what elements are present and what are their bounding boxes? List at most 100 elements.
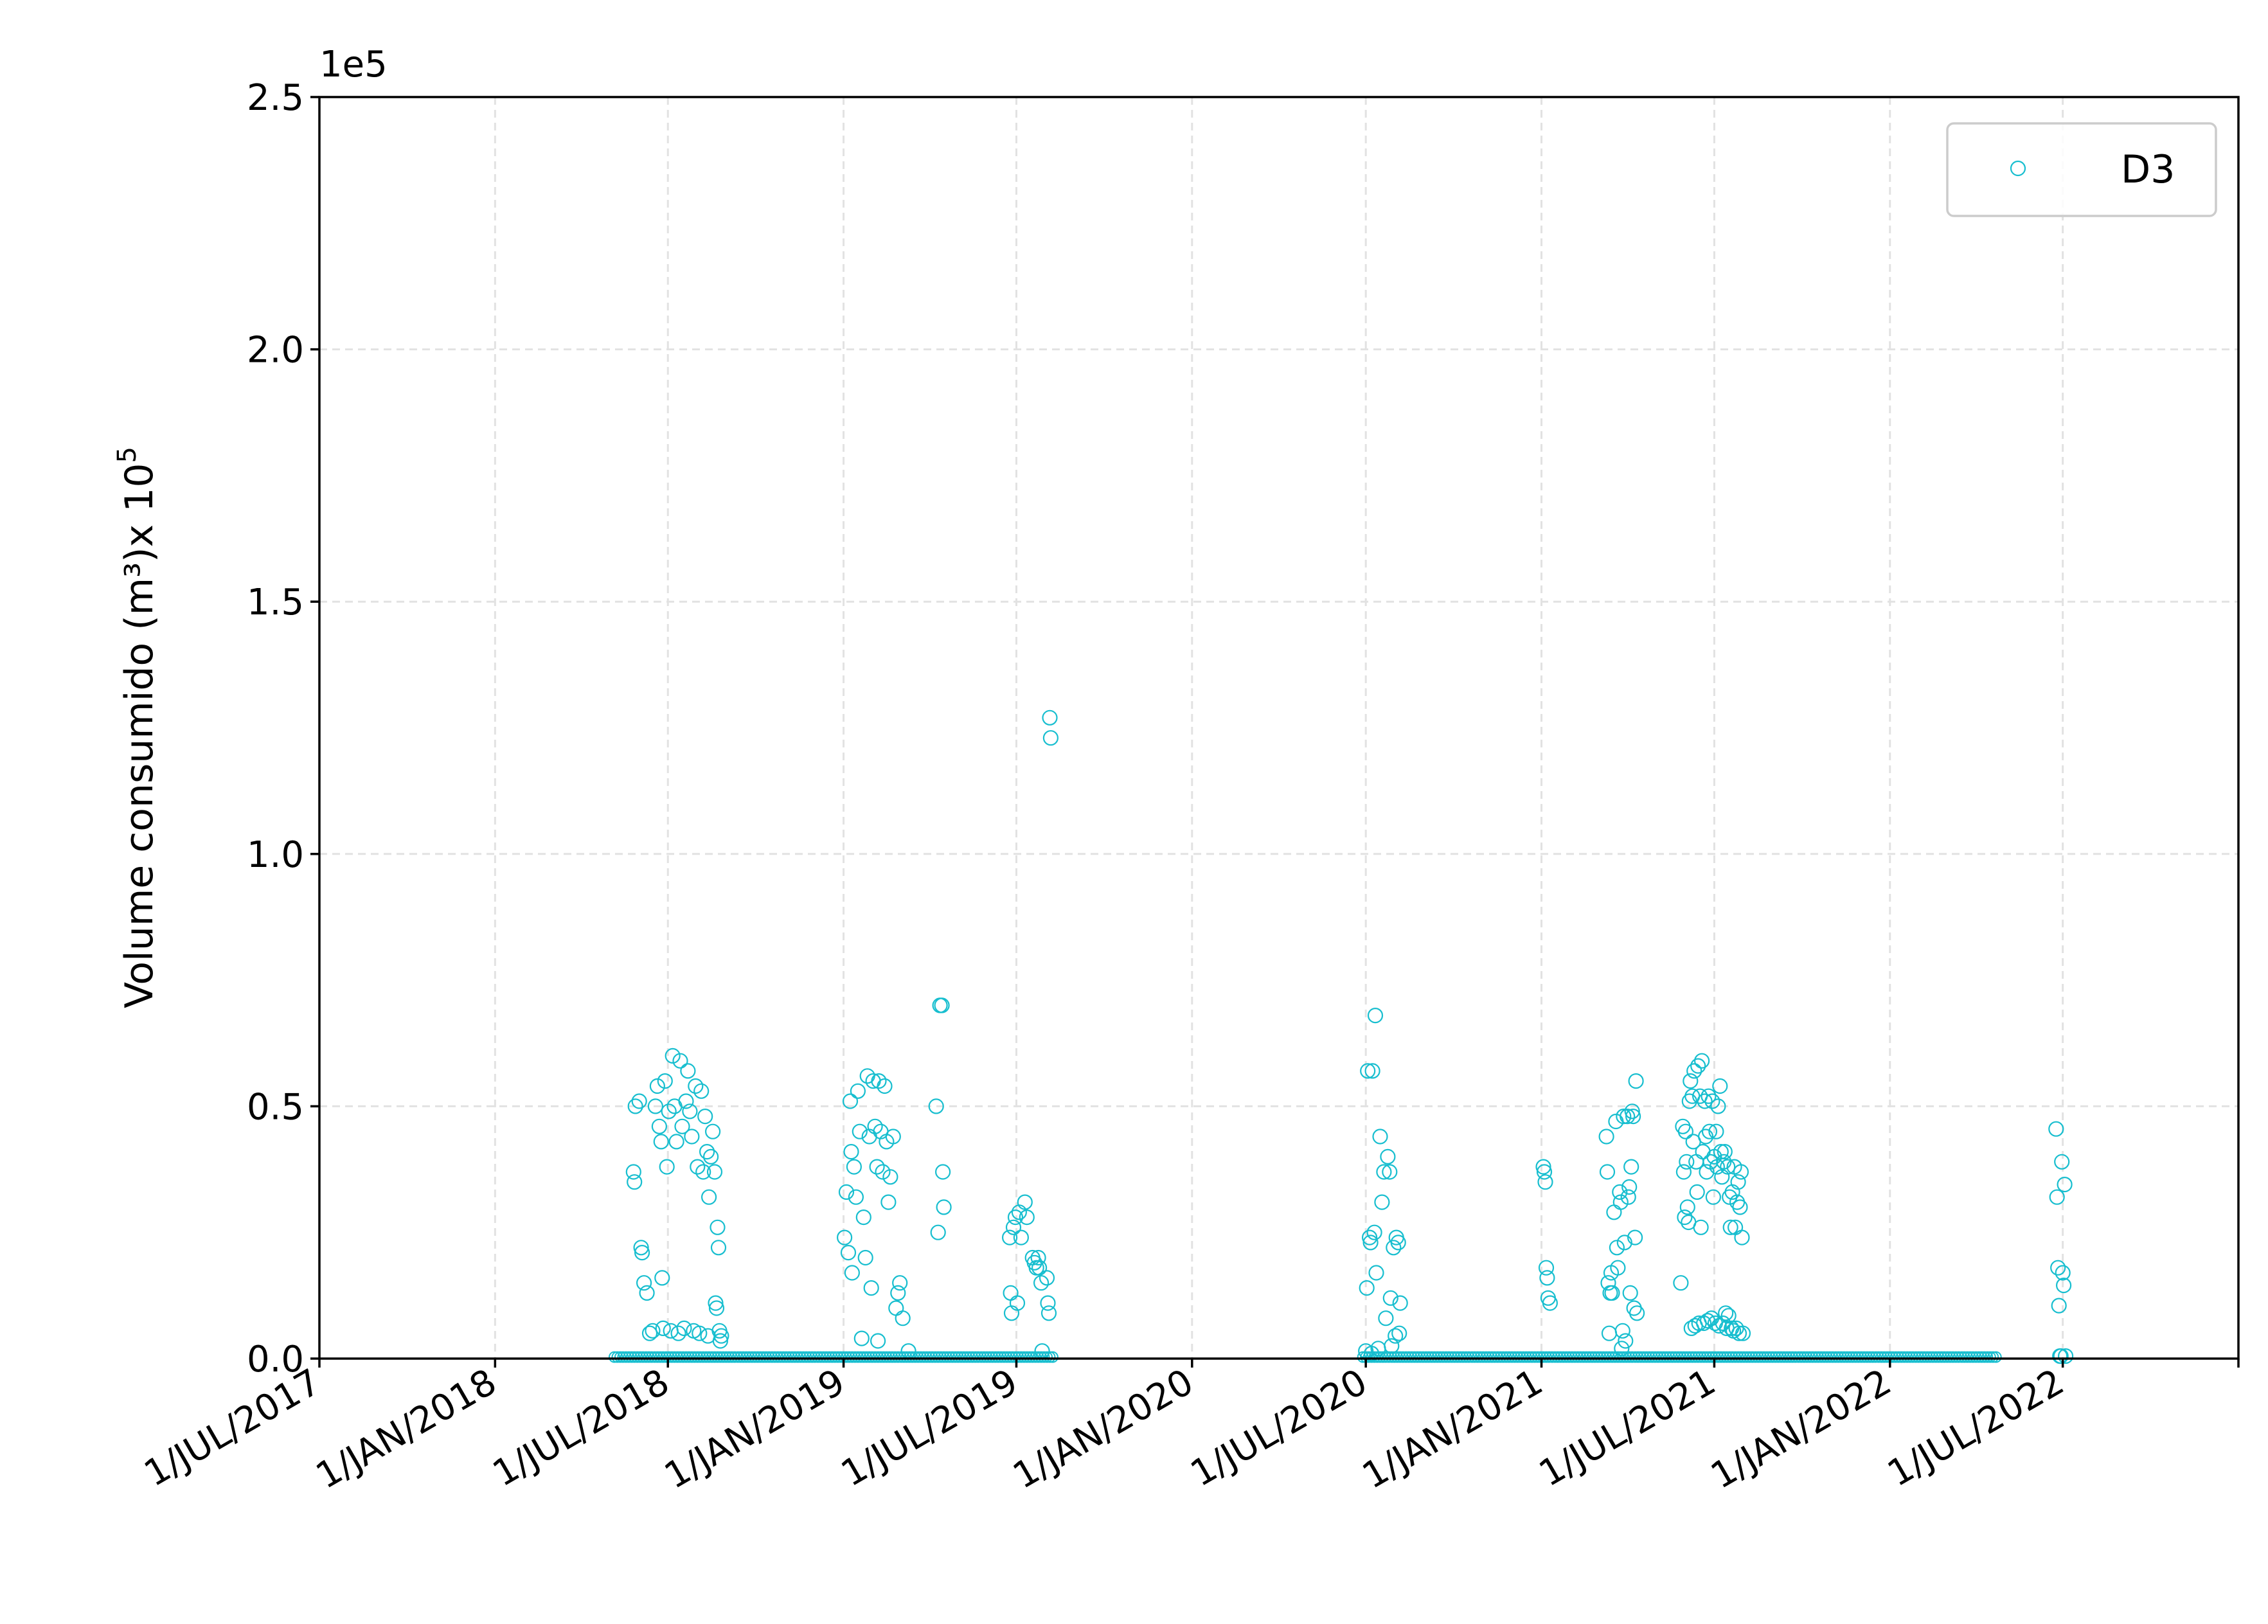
data-point-baseline bbox=[769, 1351, 781, 1363]
data-point-baseline bbox=[1850, 1351, 1862, 1363]
data-point bbox=[1380, 1148, 1396, 1165]
data-point-baseline bbox=[961, 1351, 973, 1363]
data-point-baseline bbox=[1386, 1351, 1398, 1363]
data-point-baseline bbox=[889, 1351, 901, 1363]
data-point-baseline bbox=[1941, 1351, 1953, 1363]
data-point-baseline bbox=[629, 1351, 641, 1363]
data-point-baseline bbox=[872, 1351, 884, 1363]
data-point-baseline bbox=[1792, 1351, 1805, 1363]
data-point bbox=[1013, 1229, 1030, 1245]
y-axis-label: Volume consumido (m³)x 105 bbox=[112, 447, 162, 1008]
y-axis-label-exponent: 5 bbox=[112, 447, 142, 463]
data-point-baseline bbox=[1566, 1351, 1578, 1363]
data-point-baseline bbox=[798, 1351, 810, 1363]
data-point-baseline bbox=[1712, 1351, 1724, 1363]
data-point-baseline bbox=[711, 1351, 724, 1363]
data-point-baseline bbox=[1445, 1351, 1458, 1363]
data-point-baseline bbox=[706, 1351, 718, 1363]
data-point bbox=[682, 1103, 698, 1120]
data-point bbox=[1704, 1093, 1720, 1109]
data-point-baseline bbox=[1397, 1351, 1409, 1363]
data-point bbox=[1374, 1194, 1390, 1210]
data-point-baseline bbox=[640, 1351, 652, 1363]
data-point bbox=[1701, 1088, 1717, 1104]
y-tick-label: 2.5 bbox=[247, 77, 304, 119]
data-point bbox=[1693, 1219, 1709, 1235]
data-point bbox=[1696, 1315, 1712, 1332]
data-point-baseline bbox=[794, 1351, 807, 1363]
data-point-baseline bbox=[651, 1351, 663, 1363]
data-point-baseline bbox=[780, 1351, 792, 1363]
data-point bbox=[843, 1143, 859, 1160]
data-point bbox=[1542, 1295, 1558, 1311]
data-point-baseline bbox=[1394, 1351, 1406, 1363]
plot-frame bbox=[318, 96, 2240, 1360]
data-point-baseline bbox=[1838, 1351, 1850, 1363]
data-point-baseline bbox=[1798, 1351, 1810, 1363]
data-point-baseline bbox=[1440, 1351, 1452, 1363]
data-point-baseline bbox=[1789, 1351, 1801, 1363]
data-point-baseline bbox=[714, 1351, 726, 1363]
data-point-baseline bbox=[883, 1351, 895, 1363]
data-point bbox=[1622, 1285, 1638, 1301]
data-point-baseline bbox=[832, 1351, 844, 1363]
data-point bbox=[1689, 1184, 1705, 1200]
data-point bbox=[2056, 1277, 2072, 1294]
data-point-baseline bbox=[1867, 1351, 1879, 1363]
data-point-baseline bbox=[995, 1351, 1007, 1363]
data-point-baseline bbox=[1952, 1351, 1965, 1363]
data-point-baseline bbox=[1764, 1351, 1776, 1363]
data-point-baseline bbox=[1577, 1351, 1589, 1363]
data-point-baseline bbox=[648, 1351, 661, 1363]
data-point bbox=[1366, 1224, 1382, 1240]
data-point bbox=[680, 1063, 696, 1079]
data-point-baseline bbox=[1643, 1351, 1656, 1363]
data-point bbox=[665, 1048, 681, 1064]
data-point-baseline bbox=[1374, 1351, 1386, 1363]
data-point bbox=[1730, 1174, 1746, 1190]
data-point bbox=[1733, 1164, 1749, 1180]
data-point-baseline bbox=[1411, 1351, 1424, 1363]
data-point-baseline bbox=[660, 1351, 672, 1363]
data-point-baseline bbox=[1761, 1351, 1773, 1363]
data-point-baseline bbox=[1015, 1351, 1027, 1363]
data-point-baseline bbox=[1429, 1351, 1441, 1363]
data-point-baseline bbox=[729, 1351, 741, 1363]
data-point bbox=[1683, 1073, 1699, 1089]
data-point bbox=[690, 1159, 706, 1175]
data-point-baseline bbox=[1936, 1351, 1947, 1363]
data-point-baseline bbox=[1758, 1351, 1770, 1363]
data-point-baseline bbox=[1924, 1351, 1936, 1363]
data-point-baseline bbox=[1826, 1351, 1839, 1363]
data-point bbox=[710, 1240, 727, 1256]
data-point bbox=[2048, 1121, 2064, 1137]
data-point-baseline bbox=[674, 1351, 686, 1363]
data-point-baseline bbox=[1872, 1351, 1884, 1363]
data-point-baseline bbox=[812, 1351, 824, 1363]
data-point-baseline bbox=[1775, 1351, 1787, 1363]
data-point-baseline bbox=[1844, 1351, 1856, 1363]
data-point bbox=[1732, 1199, 1748, 1215]
data-point bbox=[1359, 1280, 1375, 1296]
data-point-baseline bbox=[1947, 1351, 1959, 1363]
data-point bbox=[708, 1295, 724, 1311]
data-point-baseline bbox=[1909, 1351, 1922, 1363]
data-point bbox=[1382, 1290, 1398, 1306]
y-tick-label: 0.5 bbox=[247, 1086, 304, 1128]
data-point-baseline bbox=[786, 1351, 798, 1363]
data-point-baseline bbox=[749, 1351, 761, 1363]
data-point bbox=[676, 1320, 692, 1336]
data-point-baseline bbox=[975, 1351, 987, 1363]
data-point-baseline bbox=[1506, 1351, 1518, 1363]
data-point-baseline bbox=[1870, 1351, 1882, 1363]
data-point bbox=[627, 1174, 643, 1190]
grid-lines bbox=[319, 97, 2238, 1359]
data-point-baseline bbox=[1466, 1351, 1478, 1363]
data-point-baseline bbox=[755, 1351, 767, 1363]
data-point-baseline bbox=[820, 1351, 832, 1363]
data-point-baseline bbox=[1649, 1351, 1661, 1363]
data-point-baseline bbox=[1855, 1351, 1868, 1363]
data-point bbox=[684, 1129, 700, 1145]
data-point-baseline bbox=[740, 1351, 753, 1363]
data-point-baseline bbox=[1620, 1351, 1632, 1363]
